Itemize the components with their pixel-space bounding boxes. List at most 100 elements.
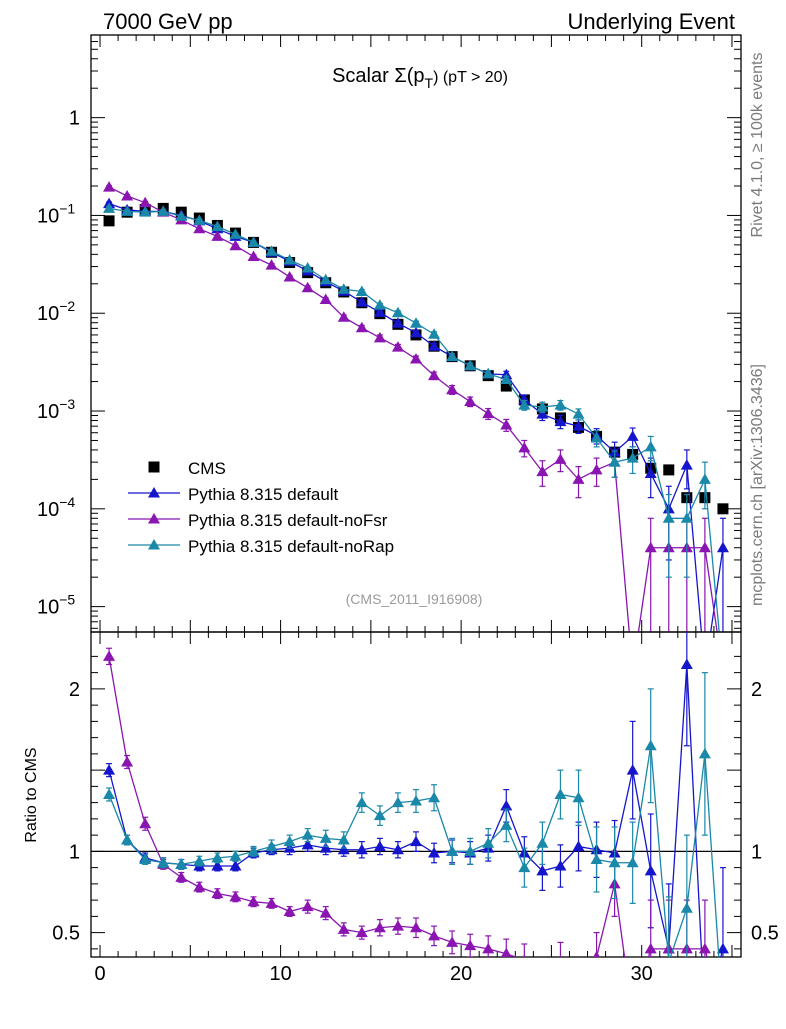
data-point: [554, 415, 567, 427]
data-point: [626, 430, 639, 441]
ratio-point: [391, 843, 404, 855]
ratio-point: [373, 840, 386, 851]
data-point: [103, 181, 116, 192]
data-point: [500, 373, 513, 385]
ratio-y-tick-label: 0.5: [52, 923, 80, 945]
y-tick-label: 10−2: [37, 298, 75, 325]
y-tick-label: 10−4: [37, 494, 75, 521]
data-point: [554, 453, 567, 464]
ratio-point: [554, 788, 567, 799]
data-point: [373, 299, 386, 310]
ratio-point: [518, 861, 531, 873]
ratio-point: [626, 764, 639, 775]
ratio-point: [464, 939, 477, 951]
ratio-point: [554, 860, 567, 871]
data-point: [301, 262, 314, 273]
y-tick-label: 10−3: [37, 396, 75, 423]
side-label-rivet: Rivet 4.1.0, ≥ 100k events: [749, 53, 766, 238]
ratio-point: [500, 799, 513, 811]
data-point: [391, 317, 404, 328]
ratio-point: [428, 847, 441, 858]
ratio-point: [668, 955, 670, 957]
data-point: [265, 245, 278, 256]
data-point: [663, 464, 675, 476]
data-point: [518, 399, 531, 410]
ratio-point: [139, 817, 152, 829]
ratio-frame: [90, 631, 742, 958]
main-series-group: [103, 181, 729, 632]
ratio-y-tick-labels: 2 2 1 1 0.5 0.5: [52, 679, 779, 945]
data-point: [680, 512, 693, 523]
data-point: [410, 317, 422, 328]
data-point: [157, 205, 170, 216]
data-point: [283, 270, 296, 282]
ratio-point: [608, 856, 621, 868]
data-point: [536, 465, 549, 477]
ratio-point: [211, 851, 224, 863]
ratio-point: [103, 788, 116, 799]
ratio-y-tick-label-right: 1: [751, 841, 762, 863]
ratio-series-group: [103, 632, 729, 983]
data-point: [680, 459, 693, 470]
y-tick-mantissa: 10: [37, 401, 59, 423]
x-tick-label: 30: [631, 963, 653, 985]
ratio-point: [319, 842, 332, 853]
ratio-point: [428, 929, 441, 941]
data-point: [717, 503, 729, 515]
ratio-point: [373, 809, 386, 821]
y-tick-mantissa: 10: [37, 205, 59, 227]
ratio-point: [410, 795, 422, 806]
ratio-point: [337, 843, 350, 855]
ratio-point: [500, 819, 513, 830]
x-tick-label: 0: [94, 963, 105, 985]
ratio-point: [573, 972, 585, 983]
ratio-point: [301, 829, 314, 840]
data-point: [247, 236, 260, 247]
data-point: [355, 296, 368, 307]
data-point: [428, 340, 441, 351]
data-point: [644, 440, 657, 452]
data-point: [355, 285, 368, 296]
ratio-point: [644, 864, 657, 876]
y-tick-exponent: −1: [59, 200, 75, 216]
ratio-point: [355, 796, 368, 808]
legend-marker: [148, 539, 160, 550]
ratio-point: [698, 942, 711, 954]
data-point: [337, 283, 350, 294]
y-tick-mantissa: 10: [37, 303, 59, 325]
ratio-point: [464, 845, 477, 856]
ratio-point: [373, 921, 386, 933]
ratio-point: [193, 881, 206, 892]
ratio-point: [355, 926, 368, 938]
ratio-point: [644, 942, 657, 954]
ratio-point: [265, 897, 278, 908]
data-point: [554, 399, 567, 410]
ratio-point: [355, 843, 368, 855]
header-right: Underlying Event: [567, 9, 735, 34]
data-point: [103, 215, 115, 227]
side-label-mcplots: mcplots.cern.ch [arXiv:1306.3436]: [749, 364, 766, 606]
legend-label: Pythia 8.315 default-noFsr: [188, 511, 388, 530]
ratio-series-pythia-8-315-default-nofsr: [103, 647, 711, 983]
x-tick-label: 10: [269, 963, 291, 985]
ratio-point: [121, 756, 134, 767]
x-tick-label: 20: [450, 963, 472, 985]
data-point: [193, 222, 206, 234]
data-point: [410, 353, 422, 364]
ratio-point: [698, 747, 711, 759]
ratio-point: [319, 907, 332, 918]
y-tick-label: 10−5: [37, 592, 75, 619]
data-point: [121, 190, 134, 201]
ratio-point: [572, 791, 585, 803]
data-point: [626, 452, 639, 463]
ratio-point: [572, 840, 585, 851]
data-point: [428, 369, 441, 381]
data-point: [410, 326, 422, 338]
legend-label: Pythia 8.315 default-noRap: [188, 537, 394, 556]
ratio-point: [536, 971, 548, 982]
ratio-point: [157, 856, 170, 868]
data-point: [428, 328, 441, 339]
ratio-point: [593, 951, 600, 957]
ratio-point: [121, 834, 134, 845]
ratio-point: [211, 860, 224, 871]
